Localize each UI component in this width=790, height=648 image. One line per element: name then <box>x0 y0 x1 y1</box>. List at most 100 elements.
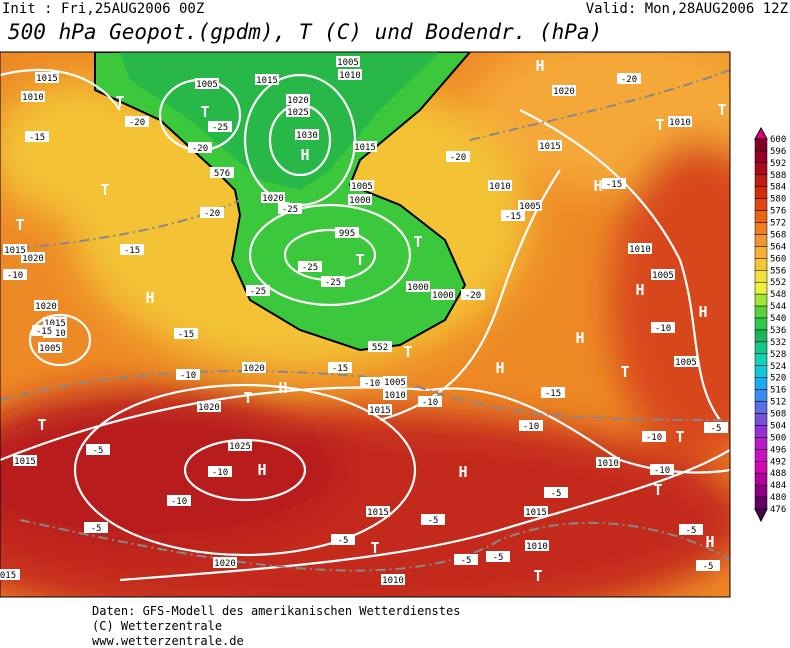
isobar-label-box <box>488 180 512 191</box>
pressure-center: T <box>115 93 124 111</box>
isobar-label: 1015 <box>4 246 26 256</box>
colorbar-cell <box>754 449 768 462</box>
temperature-label: -10 <box>7 271 23 281</box>
temperature-label-box <box>86 444 110 455</box>
isobar-label: 1010 <box>669 118 691 128</box>
height-label-box <box>210 167 234 178</box>
colorbar-label: 540 <box>770 314 786 324</box>
temperature-label: -10 <box>212 468 228 478</box>
temperature-label-box <box>331 534 355 545</box>
pressure-center: H <box>705 533 714 551</box>
temperature-label-box <box>421 514 445 525</box>
isobar-label-box <box>3 244 27 255</box>
temperature-label: -20 <box>204 209 220 219</box>
temperature-label-box <box>519 420 543 431</box>
colorbar-label: 568 <box>770 230 786 240</box>
colorbar-label: 556 <box>770 266 786 276</box>
colorbar-label: 560 <box>770 254 786 264</box>
temperature-label: -25 <box>212 123 228 133</box>
temperature-label: -10 <box>364 379 380 389</box>
pressure-center: H <box>458 463 467 481</box>
isobar-label-box <box>366 506 390 517</box>
isobar-label: 1005 <box>519 202 541 212</box>
colorbar-cell <box>754 293 768 307</box>
colorbar-label: 480 <box>770 493 786 503</box>
pressure-center: T <box>243 389 252 407</box>
colorbar-label: 596 <box>770 147 786 157</box>
colorbar-cell <box>754 413 768 426</box>
footer-line: Daten: GFS-Modell des amerikanischen Wet… <box>92 604 460 618</box>
temperature-label-box <box>176 369 200 380</box>
isobar-label-box <box>525 540 549 551</box>
temperature-label: -25 <box>250 287 266 297</box>
pressure-center: H <box>300 146 309 164</box>
colorbar-label: 532 <box>770 338 786 348</box>
isobar-label: 1005 <box>39 344 61 354</box>
temperature-label-box <box>418 396 442 407</box>
isobar-label-box <box>628 243 652 254</box>
isobar-label-box <box>538 140 562 151</box>
isobar-label: 1025 <box>229 442 251 452</box>
isobar-label: 1015 <box>36 74 58 84</box>
pressure-center: H <box>278 379 287 397</box>
temperature-label: -15 <box>505 212 521 222</box>
isobar-label: 1000 <box>349 196 371 206</box>
isobar-label-box <box>197 401 221 412</box>
pressure-center: H <box>257 461 266 479</box>
temperature-label: -10 <box>655 324 671 334</box>
colorbar-cell <box>754 425 768 438</box>
colorbar-label: 476 <box>770 505 786 515</box>
temperature-label: -15 <box>36 327 52 337</box>
temperature-label-box <box>120 244 144 255</box>
colorbar-label: 516 <box>770 386 786 396</box>
isobar-label-box <box>348 194 372 205</box>
colorbar-label: 600 <box>770 135 786 145</box>
temperature-label: -5 <box>461 556 472 566</box>
colorbar-cell <box>754 210 768 223</box>
isobar-label: 015 <box>0 571 16 581</box>
temperature-label-box <box>602 178 626 189</box>
pressure-center: T <box>413 233 422 251</box>
pressure-center: H <box>145 289 154 307</box>
isobar-label: 1020 <box>553 87 575 97</box>
temperature-label: -15 <box>178 330 194 340</box>
pressure-center: T <box>370 539 379 557</box>
pressure-center: T <box>717 101 726 119</box>
isobar-label-box <box>255 74 279 85</box>
isobar-label-box <box>336 56 360 67</box>
isobar-label: 1010 <box>629 245 651 255</box>
isobar-label-box <box>651 269 675 280</box>
colorbar-label: 584 <box>770 183 786 193</box>
isobar-label: 1020 <box>214 559 236 569</box>
isobar-label-box <box>286 106 310 117</box>
colorbar-cell <box>754 162 768 176</box>
colorbar-label: 500 <box>770 433 786 443</box>
colorbar-label: 544 <box>770 302 786 312</box>
isobar-label-box <box>43 317 67 328</box>
temperature-label: -20 <box>192 144 208 154</box>
isobar-label-box <box>13 455 37 466</box>
isobar-label-box <box>228 440 252 451</box>
colorbar-cell <box>754 150 768 164</box>
colorbar-label: 504 <box>770 421 786 431</box>
isobar-label: 1020 <box>22 254 44 264</box>
isobar-label-box <box>668 116 692 127</box>
temperature-label: -5 <box>551 489 562 499</box>
temperature-label: -25 <box>282 205 298 215</box>
temperature-label-box <box>501 210 525 221</box>
isobar-label-box <box>383 389 407 400</box>
isobar-label: 1005 <box>652 271 674 281</box>
pressure-center: T <box>533 567 542 585</box>
isobar-label: 1015 <box>256 76 278 86</box>
temperature-label-box <box>486 551 510 562</box>
isobar-label: 1020 <box>35 302 57 312</box>
isobar-label-box <box>350 180 374 191</box>
isobar-label: 1015 <box>525 508 547 518</box>
colorbar-cell <box>754 401 768 414</box>
colorbar-cell <box>754 472 768 486</box>
height-label: 576 <box>214 169 230 179</box>
temperature-label: -5 <box>91 524 102 534</box>
colorbar-label: 592 <box>770 159 786 169</box>
